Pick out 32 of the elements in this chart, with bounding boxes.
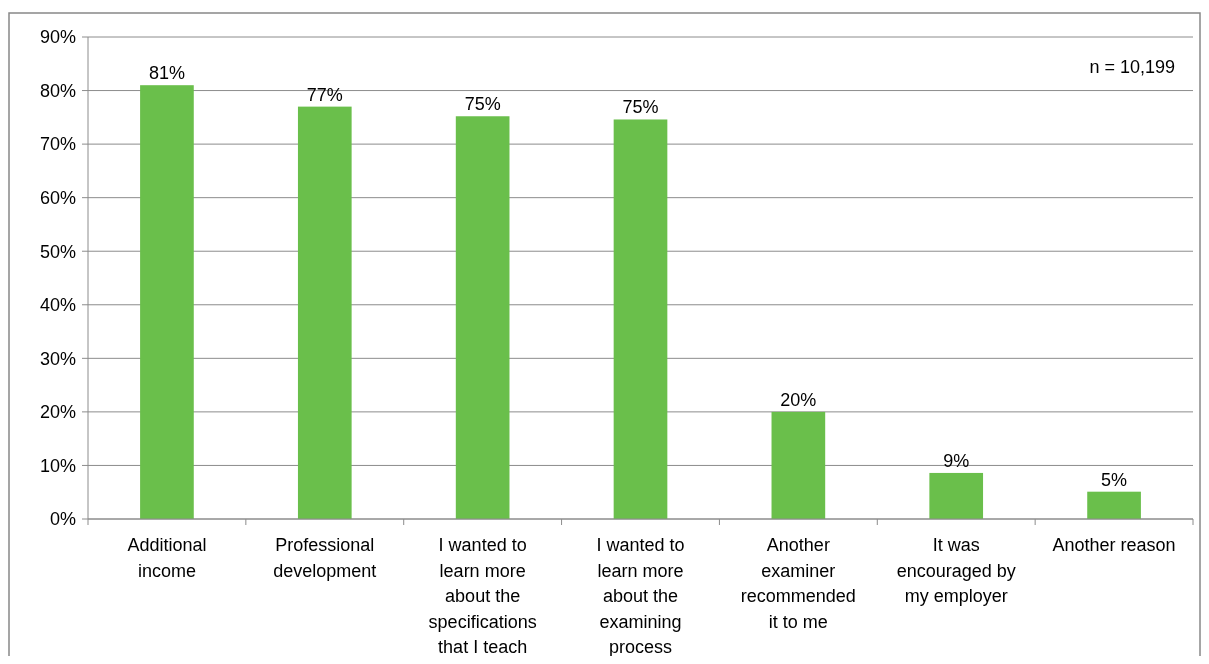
- y-tick-label: 50%: [39, 241, 76, 262]
- bar: [455, 116, 510, 519]
- bar: [297, 106, 352, 519]
- data-label: 75%: [464, 94, 501, 115]
- y-tick-label: 30%: [39, 348, 76, 369]
- y-tick-label: 90%: [39, 27, 76, 48]
- bar: [140, 85, 194, 519]
- annotation: n = 10,199: [1089, 57, 1175, 77]
- bar: [929, 472, 984, 519]
- x-tick-label: Another reason: [1052, 535, 1176, 555]
- bar: [771, 411, 826, 519]
- data-label: 75%: [622, 97, 659, 118]
- y-tick-label: 80%: [39, 80, 76, 101]
- bar: [1087, 491, 1141, 519]
- data-label: 77%: [306, 84, 343, 105]
- x-tick-label: It was encouraged by my employer: [896, 535, 1016, 606]
- x-tick-label: I wanted to learn more about the examining process: [596, 535, 685, 657]
- x-tick-label: Additional income: [127, 535, 207, 581]
- data-label: 5%: [1101, 469, 1128, 490]
- y-tick-label: 40%: [39, 295, 76, 316]
- y-tick-label: 0%: [49, 509, 76, 530]
- data-label: 81%: [148, 63, 185, 84]
- bar: [613, 119, 668, 519]
- y-tick-label: 70%: [39, 134, 76, 155]
- x-tick-label: I wanted to learn more about the specifications that I teach: [428, 535, 537, 657]
- y-tick-label: 60%: [39, 187, 76, 208]
- data-label: 20%: [780, 389, 817, 410]
- y-tick-label: 20%: [39, 402, 76, 423]
- y-tick-label: 10%: [39, 455, 76, 476]
- x-tick-label: Professional development: [273, 535, 377, 581]
- x-tick-label: Another examiner recommended it to me: [740, 535, 856, 632]
- data-label: 9%: [943, 450, 970, 471]
